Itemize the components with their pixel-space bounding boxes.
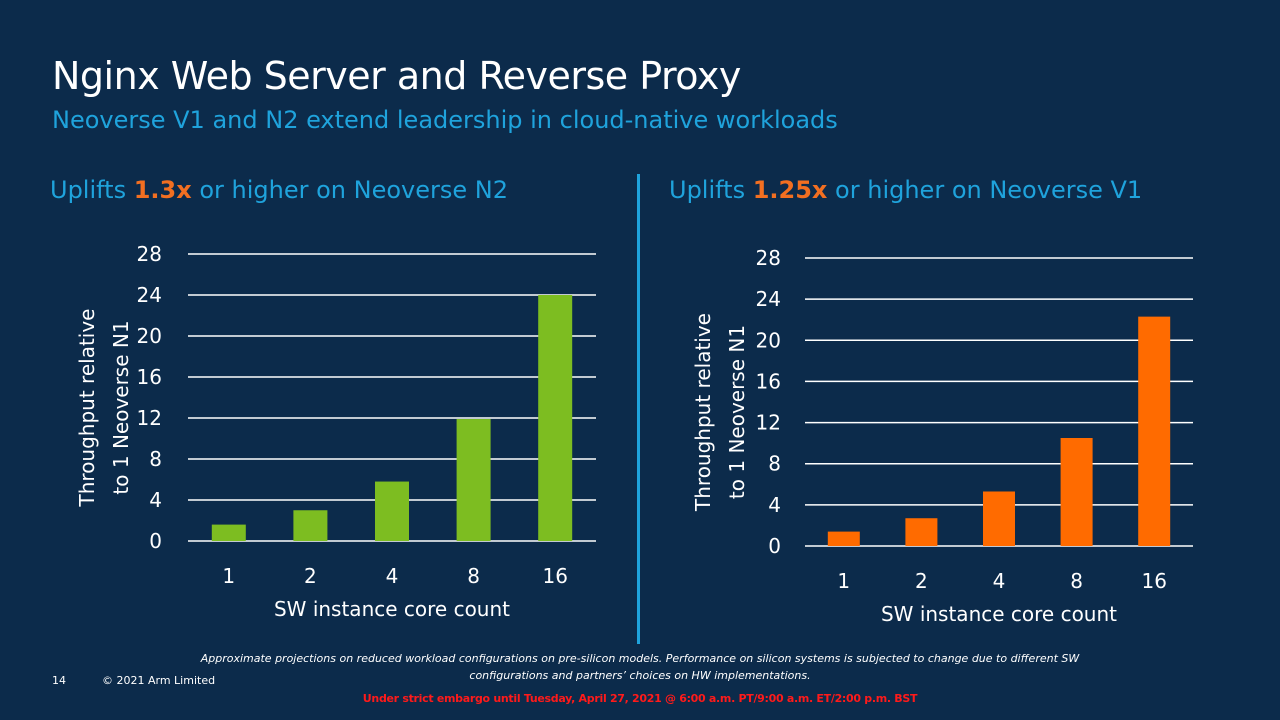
v1-bar-1 bbox=[827, 531, 860, 546]
v1-y-tick-label: 0 bbox=[768, 534, 781, 558]
n2-y-axis-title-line1: Throughput relative bbox=[75, 309, 99, 508]
n2-x-axis-title: SW instance core count bbox=[274, 597, 510, 621]
n2-bar-4 bbox=[375, 481, 409, 541]
v1-y-tick-label: 28 bbox=[756, 246, 781, 270]
n2-y-tick-label: 24 bbox=[137, 283, 162, 307]
v1-y-tick-label: 12 bbox=[756, 411, 781, 435]
n2-y-tick-label: 12 bbox=[137, 406, 162, 430]
n2-y-tick-label: 16 bbox=[137, 365, 162, 389]
v1-y-tick-label: 8 bbox=[768, 452, 781, 476]
n2-uplift-heading: Uplifts 1.3x or higher on Neoverse N2 bbox=[50, 176, 508, 204]
v1-x-tick-label: 2 bbox=[915, 569, 928, 593]
n2-heading-suffix: or higher on Neoverse N2 bbox=[191, 176, 508, 204]
n2-y-tick-label: 0 bbox=[149, 529, 162, 553]
v1-heading-suffix: or higher on Neoverse V1 bbox=[827, 176, 1143, 204]
v1-bar-16 bbox=[1138, 316, 1171, 546]
v1-bar-8 bbox=[1060, 438, 1093, 546]
v1-x-tick-label: 1 bbox=[837, 569, 850, 593]
n2-bar-2 bbox=[293, 510, 328, 541]
v1-heading-prefix: Uplifts bbox=[669, 176, 753, 204]
embargo-notice: Under strict embargo until Tuesday, Apri… bbox=[362, 692, 918, 705]
v1-y-tick-label: 4 bbox=[768, 493, 781, 517]
v1-uplift-heading: Uplifts 1.25x or higher on Neoverse V1 bbox=[669, 176, 1142, 204]
n2-y-axis-title-line2: to 1 Neoverse N1 bbox=[109, 320, 133, 494]
v1-x-tick-label: 4 bbox=[993, 569, 1006, 593]
slide-subtitle: Neoverse V1 and N2 extend leadership in … bbox=[52, 106, 838, 134]
n2-heading-prefix: Uplifts bbox=[50, 176, 134, 204]
n2-throughput-chart: Throughput relative to 1 Neoverse N104812… bbox=[75, 242, 596, 621]
footnote: Approximate projections on reduced workl… bbox=[200, 652, 1080, 682]
v1-x-tick-label: 8 bbox=[1070, 569, 1083, 593]
n2-x-tick-label: 1 bbox=[222, 564, 235, 588]
n2-x-tick-label: 2 bbox=[304, 564, 317, 588]
v1-y-tick-label: 16 bbox=[756, 369, 781, 393]
v1-y-tick-label: 20 bbox=[756, 328, 781, 352]
copyright: © 2021 Arm Limited bbox=[102, 674, 216, 687]
v1-bar-4 bbox=[983, 491, 1015, 546]
v1-throughput-chart: Throughput relative to 1 Neoverse N104812… bbox=[691, 246, 1193, 626]
n2-uplift-value: 1.3x bbox=[133, 176, 192, 204]
page-number: 14 bbox=[52, 674, 66, 687]
n2-bar-8 bbox=[456, 419, 491, 541]
v1-bar-2 bbox=[905, 518, 938, 546]
n2-x-tick-label: 4 bbox=[386, 564, 399, 588]
v1-y-tick-label: 24 bbox=[756, 287, 781, 311]
n2-y-tick-label: 4 bbox=[149, 488, 162, 512]
n2-x-tick-label: 16 bbox=[542, 564, 567, 588]
n2-y-tick-label: 8 bbox=[149, 447, 162, 471]
n2-bar-16 bbox=[538, 295, 573, 541]
v1-y-axis-title-line2: to 1 Neoverse N1 bbox=[725, 325, 749, 499]
v1-x-axis-title: SW instance core count bbox=[881, 602, 1117, 626]
panel-divider bbox=[637, 174, 640, 644]
n2-x-tick-label: 8 bbox=[467, 564, 480, 588]
n2-bar-1 bbox=[211, 524, 246, 541]
slide-title: Nginx Web Server and Reverse Proxy bbox=[52, 54, 741, 98]
n2-y-tick-label: 20 bbox=[137, 324, 162, 348]
n2-y-tick-label: 28 bbox=[137, 242, 162, 266]
v1-x-tick-label: 16 bbox=[1141, 569, 1166, 593]
v1-y-axis-title-line1: Throughput relative bbox=[691, 313, 715, 512]
v1-uplift-value: 1.25x bbox=[752, 176, 828, 204]
